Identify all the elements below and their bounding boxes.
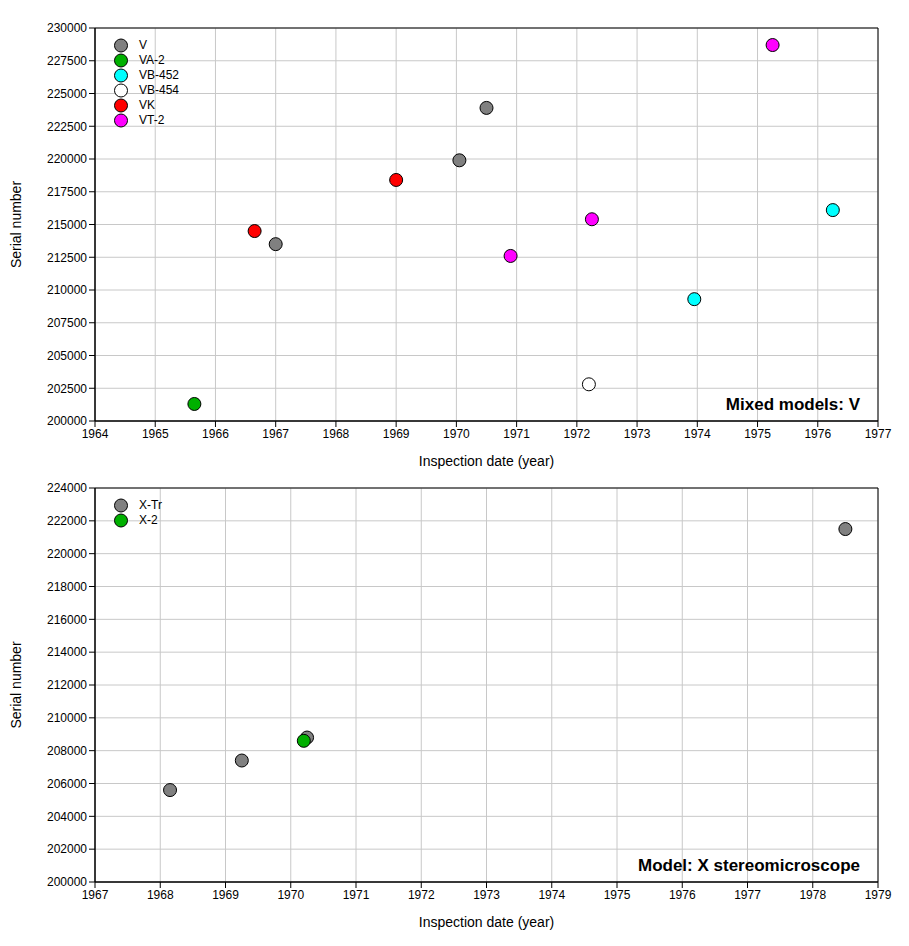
svg-text:Serial number: Serial number bbox=[8, 181, 24, 268]
svg-text:210000: 210000 bbox=[47, 711, 87, 725]
html-text:X-Tr: X-Tr bbox=[139, 498, 162, 512]
svg-text:210000: 210000 bbox=[47, 283, 87, 297]
svg-text:202000: 202000 bbox=[47, 842, 87, 856]
svg-text:214000: 214000 bbox=[47, 645, 87, 659]
svg-text:1968: 1968 bbox=[147, 888, 174, 902]
svg-text:230000: 230000 bbox=[47, 21, 87, 35]
html-text:VA-2: VA-2 bbox=[139, 53, 165, 67]
svg-text:1978: 1978 bbox=[799, 888, 826, 902]
svg-text:Serial number: Serial number bbox=[8, 641, 24, 728]
svg-text:212500: 212500 bbox=[47, 251, 87, 265]
svg-text:220000: 220000 bbox=[47, 152, 87, 166]
svg-text:217500: 217500 bbox=[47, 185, 87, 199]
svg-text:202500: 202500 bbox=[47, 382, 87, 396]
svg-text:1973: 1973 bbox=[473, 888, 500, 902]
svg-text:200000: 200000 bbox=[47, 414, 87, 428]
svg-text:1976: 1976 bbox=[804, 427, 831, 441]
svg-text:1977: 1977 bbox=[734, 888, 761, 902]
svg-text:224000: 224000 bbox=[47, 481, 87, 495]
svg-text:1968: 1968 bbox=[323, 427, 350, 441]
svg-text:1976: 1976 bbox=[669, 888, 696, 902]
svg-text:1975: 1975 bbox=[604, 888, 631, 902]
svg-text:207500: 207500 bbox=[47, 316, 87, 330]
svg-text:215000: 215000 bbox=[47, 218, 87, 232]
svg-text:1979: 1979 bbox=[865, 888, 892, 902]
html-text:Model: X stereomicroscope: Model: X stereomicroscope bbox=[638, 856, 860, 875]
svg-text:204000: 204000 bbox=[47, 810, 87, 824]
svg-text:216000: 216000 bbox=[47, 613, 87, 627]
svg-text:1973: 1973 bbox=[624, 427, 651, 441]
html-text:Mixed models: V: Mixed models: V bbox=[725, 395, 860, 414]
svg-text:Inspection date (year): Inspection date (year) bbox=[419, 914, 554, 930]
svg-text:1970: 1970 bbox=[443, 427, 470, 441]
svg-text:1971: 1971 bbox=[343, 888, 370, 902]
svg-text:222000: 222000 bbox=[47, 514, 87, 528]
svg-text:220000: 220000 bbox=[47, 547, 87, 561]
html-text:VB-454: VB-454 bbox=[139, 83, 179, 97]
html-text:VB-452: VB-452 bbox=[139, 68, 179, 82]
svg-text:1972: 1972 bbox=[408, 888, 435, 902]
svg-text:1966: 1966 bbox=[202, 427, 229, 441]
svg-text:1972: 1972 bbox=[563, 427, 590, 441]
svg-text:Inspection date (year): Inspection date (year) bbox=[419, 453, 554, 469]
svg-text:1974: 1974 bbox=[684, 427, 711, 441]
svg-text:1977: 1977 bbox=[865, 427, 892, 441]
svg-text:1967: 1967 bbox=[82, 888, 109, 902]
svg-text:205000: 205000 bbox=[47, 349, 87, 363]
svg-text:222500: 222500 bbox=[47, 120, 87, 134]
svg-text:218000: 218000 bbox=[47, 580, 87, 594]
svg-text:1964: 1964 bbox=[82, 427, 109, 441]
svg-text:225000: 225000 bbox=[47, 87, 87, 101]
svg-text:1974: 1974 bbox=[538, 888, 565, 902]
svg-text:1969: 1969 bbox=[212, 888, 239, 902]
svg-text:1970: 1970 bbox=[277, 888, 304, 902]
svg-text:1975: 1975 bbox=[744, 427, 771, 441]
svg-text:1967: 1967 bbox=[262, 427, 289, 441]
svg-text:208000: 208000 bbox=[47, 744, 87, 758]
svg-text:206000: 206000 bbox=[47, 777, 87, 791]
svg-text:1965: 1965 bbox=[142, 427, 169, 441]
html-text:VT-2: VT-2 bbox=[139, 113, 165, 127]
html-text:V: V bbox=[139, 38, 147, 52]
svg-text:1971: 1971 bbox=[503, 427, 530, 441]
svg-text:212000: 212000 bbox=[47, 678, 87, 692]
svg-text:1969: 1969 bbox=[383, 427, 410, 441]
svg-text:227500: 227500 bbox=[47, 54, 87, 68]
html-text:X-2: X-2 bbox=[139, 513, 158, 527]
svg-text:200000: 200000 bbox=[47, 875, 87, 889]
html-text:VK: VK bbox=[139, 98, 155, 112]
